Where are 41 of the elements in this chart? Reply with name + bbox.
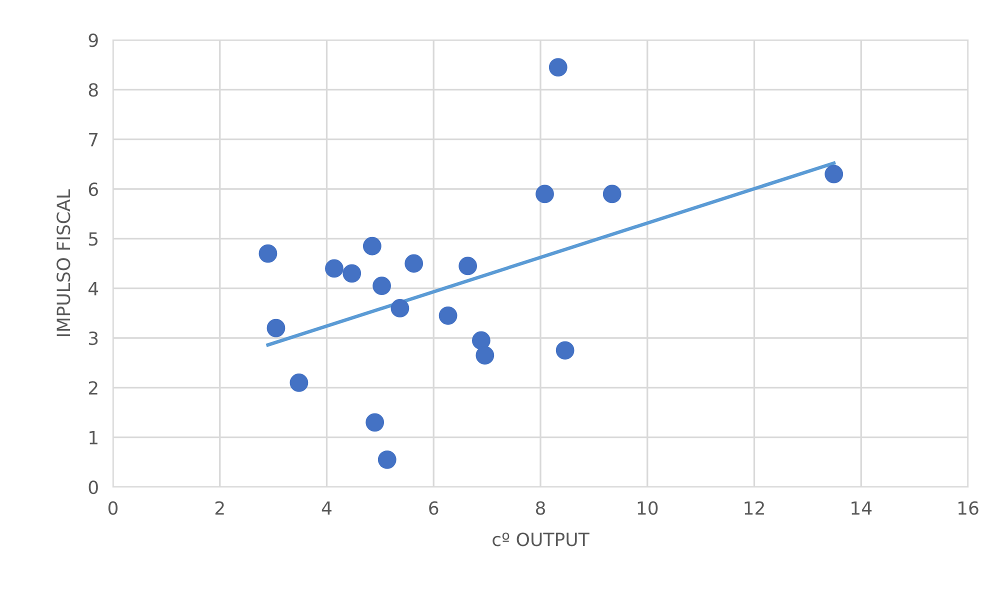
- x-tick-label: 6: [429, 501, 438, 515]
- x-tick-label: 2: [215, 501, 224, 515]
- point: [472, 331, 490, 350]
- y-tick-label: 9: [88, 33, 98, 48]
- y-tick-label: 6: [88, 182, 98, 196]
- point: [476, 346, 494, 365]
- point: [372, 276, 391, 296]
- point: [404, 254, 424, 273]
- point: [362, 236, 382, 256]
- point: [325, 259, 344, 278]
- y-tick-label: 7: [89, 133, 98, 146]
- point: [342, 264, 362, 283]
- point: [536, 184, 554, 204]
- point: [266, 318, 286, 338]
- y-tick-label: 1: [90, 431, 98, 444]
- x-tick-label: 14: [852, 501, 872, 515]
- point: [602, 184, 622, 204]
- y-tick-label: 5: [89, 232, 98, 246]
- x-tick-label: 4: [322, 501, 332, 515]
- x-tick-label: 12: [744, 501, 764, 515]
- x-tick-label: 8: [536, 501, 546, 515]
- point: [548, 58, 568, 77]
- point: [258, 244, 278, 263]
- x-tick-label: 10: [638, 501, 658, 515]
- point: [366, 413, 384, 432]
- y-tick-label: 8: [88, 83, 98, 97]
- y-tick-label: 2: [88, 381, 98, 395]
- y-axis-title: IMPULSO FISCAL: [56, 189, 70, 336]
- point: [438, 306, 458, 325]
- point: [824, 164, 844, 184]
- point: [290, 374, 308, 392]
- y-tick-label: 3: [89, 331, 98, 346]
- point: [556, 341, 574, 360]
- point: [458, 256, 478, 276]
- point: [390, 299, 410, 318]
- y-tick-label: 0: [88, 480, 98, 494]
- point: [378, 450, 396, 469]
- x-tick-label: 16: [958, 501, 978, 515]
- x-axis-title: cº OUTPUT: [492, 532, 590, 546]
- y-tick-label: 4: [88, 282, 98, 296]
- x-tick-label: 0: [108, 501, 118, 515]
